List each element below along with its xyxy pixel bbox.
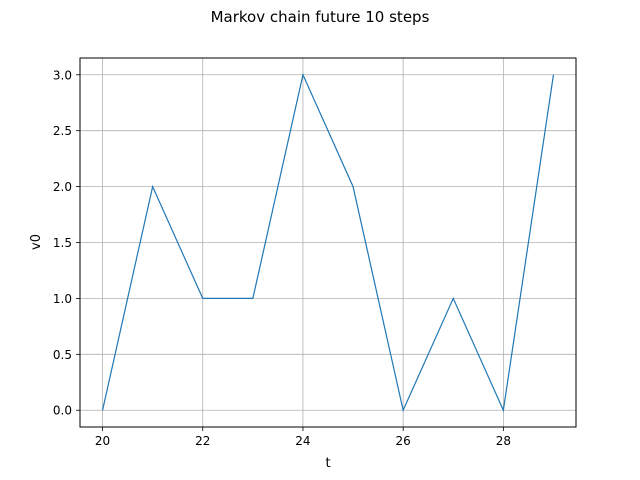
x-tick-label: 24	[295, 434, 310, 448]
series-line-group	[101, 72, 555, 413]
x-tick-label: 20	[95, 434, 110, 448]
x-tick-label: 22	[195, 434, 210, 448]
chart-title: Markov chain future 10 steps	[211, 8, 430, 26]
grid	[80, 58, 576, 427]
y-tick-label: 3.0	[53, 68, 72, 82]
y-tick-label: 0.0	[53, 404, 72, 418]
series-line	[101, 72, 555, 413]
y-axis-label: v0	[29, 234, 44, 250]
y-tick-label: 2.0	[53, 180, 72, 194]
y-tick-label: 2.5	[53, 124, 72, 138]
x-tick-label: 28	[496, 434, 511, 448]
y-tick-label: 1.0	[53, 292, 72, 306]
y-axis: 0.0 0.5 1.0 1.5 2.0 2.5 3.0	[53, 68, 80, 418]
x-axis-label: t	[325, 456, 330, 471]
x-axis: 20 22 24 26 28	[95, 427, 511, 448]
x-tick-label: 26	[396, 434, 411, 448]
y-tick-label: 0.5	[53, 348, 72, 362]
y-tick-label: 1.5	[53, 236, 72, 250]
